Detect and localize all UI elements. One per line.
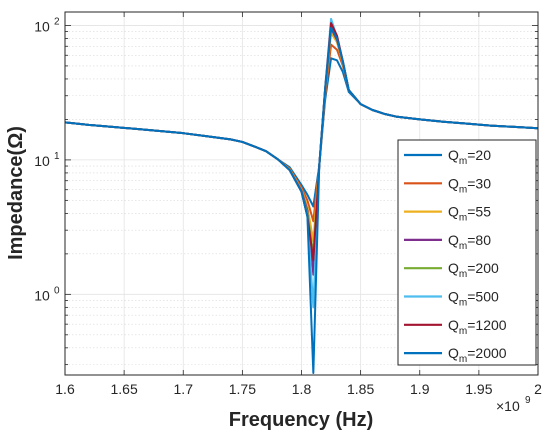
x-tick-labels: 1.6 1.65 1.7 1.75 1.8 1.85 1.9 1.95 2 bbox=[55, 381, 542, 397]
y-tick-label: 10 0 bbox=[34, 285, 60, 303]
y-tick-label-base: 10 bbox=[34, 18, 50, 34]
y-tick-labels: 10 0 10 1 10 2 bbox=[34, 16, 60, 303]
y-tick-label: 10 1 bbox=[34, 151, 60, 169]
legend-entry: Qm=200 bbox=[404, 260, 499, 280]
x-exponent-base: ×10 bbox=[496, 398, 520, 414]
legend-entry: Qm=55 bbox=[404, 204, 491, 224]
x-axis-title: Frequency (Hz) bbox=[229, 409, 373, 431]
x-exponent-power: 9 bbox=[525, 395, 531, 406]
y-tick-label-exponent: 1 bbox=[54, 151, 60, 162]
y-axis-title: Impedance(Ω) bbox=[5, 126, 27, 260]
series-group bbox=[65, 17, 538, 374]
legend-label: Qm=55 bbox=[448, 204, 491, 224]
x-tick-label: 1.7 bbox=[174, 381, 194, 397]
series-line bbox=[65, 26, 538, 374]
x-tick-label: 1.6 bbox=[55, 381, 75, 397]
legend: Qm=20 Qm=30 Qm=55 Qm=80 Qm=200 Qm=500 Qm=1200 Q… bbox=[397, 139, 537, 366]
y-tick-label-exponent: 0 bbox=[54, 285, 60, 296]
y-tick-label: 10 2 bbox=[34, 16, 60, 34]
x-exponent: ×10 9 bbox=[496, 395, 531, 414]
legend-label: Qm=80 bbox=[448, 232, 491, 252]
legend-entry: Qm=30 bbox=[404, 175, 491, 195]
x-tick-label: 2 bbox=[534, 381, 542, 397]
x-tick-label: 1.9 bbox=[410, 381, 430, 397]
legend-label: Qm=1200 bbox=[448, 317, 507, 337]
legend-label: Qm=2000 bbox=[448, 345, 507, 365]
legend-entry: Qm=1200 bbox=[404, 317, 507, 337]
y-tick-label-base: 10 bbox=[34, 153, 50, 169]
legend-label: Qm=30 bbox=[448, 175, 491, 195]
y-tick-label-base: 10 bbox=[34, 287, 50, 303]
x-tick-label: 1.95 bbox=[465, 381, 492, 397]
legend-label: Qm=20 bbox=[448, 147, 491, 167]
x-tick-label: 1.85 bbox=[347, 381, 374, 397]
x-tick-label: 1.65 bbox=[111, 381, 138, 397]
legend-box bbox=[397, 139, 537, 366]
legend-label: Qm=500 bbox=[448, 289, 499, 309]
y-tick-label-exponent: 2 bbox=[54, 16, 60, 27]
x-tick-label: 1.75 bbox=[229, 381, 256, 397]
legend-entry: Qm=20 bbox=[404, 147, 491, 167]
x-tick-label: 1.8 bbox=[292, 381, 312, 397]
legend-entry: Qm=2000 bbox=[404, 345, 507, 365]
legend-entry: Qm=80 bbox=[404, 232, 491, 252]
legend-label: Qm=200 bbox=[448, 260, 499, 280]
legend-entry: Qm=500 bbox=[404, 289, 499, 309]
